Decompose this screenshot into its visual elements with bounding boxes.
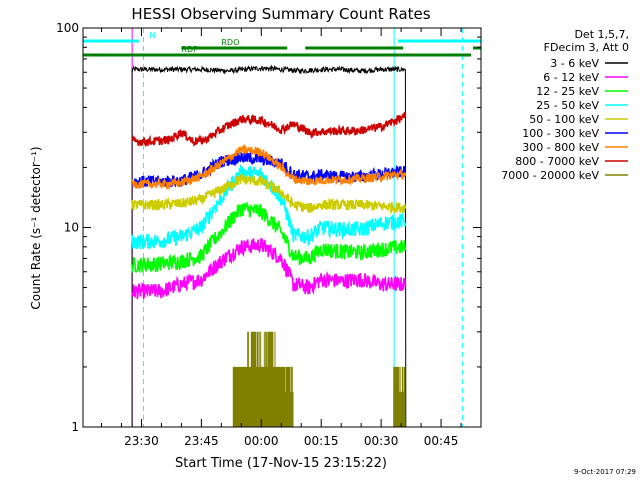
- legend-label: 7000 - 20000 keV: [501, 169, 599, 182]
- series-12-25kev: [131, 201, 407, 273]
- series-trace: [131, 64, 407, 428]
- legend-header-line: Det 1,5,7,: [574, 28, 629, 41]
- series-800-7000kev: [131, 111, 407, 148]
- legend-label: 100 - 300 keV: [522, 127, 599, 140]
- x-tick-label: 23:30: [124, 434, 159, 448]
- series-7000-20000kev: [232, 331, 405, 427]
- legend-label: 25 - 50 keV: [536, 99, 599, 112]
- chart-title: HESSI Observing Summary Count Rates: [131, 5, 430, 23]
- x-tick-label: 00:45: [424, 434, 459, 448]
- legend-label: 300 - 800 keV: [522, 141, 599, 154]
- y-axis-label: Count Rate (s⁻¹ detector⁻¹): [29, 146, 43, 309]
- series-50-100kev: [131, 172, 407, 215]
- legend-label: 3 - 6 keV: [550, 57, 599, 70]
- x-axis-label: Start Time (17-Nov-15 23:15:22): [175, 456, 387, 471]
- series-trace: [131, 201, 407, 273]
- x-tick-label: 00:15: [304, 434, 339, 448]
- series-6-12kev: [131, 238, 407, 300]
- x-tick-label: 23:45: [184, 434, 219, 448]
- series-25-50kev: [131, 164, 407, 250]
- series-trace: [232, 331, 405, 427]
- series-trace: [131, 143, 407, 191]
- flag-label-rdo: RDO: [221, 38, 239, 47]
- y-tick-label: 10: [64, 221, 79, 235]
- y-tick-label: 100: [56, 21, 79, 35]
- x-tick-label: 00:00: [244, 434, 279, 448]
- series-trace: [131, 164, 407, 250]
- series-300-800kev: [131, 143, 407, 191]
- series-trace: [131, 111, 407, 148]
- flag-label-rdp: RDP: [181, 45, 198, 54]
- legend-label: 6 - 12 keV: [543, 71, 599, 84]
- footer-timestamp: 9-Oct-2017 07:29: [574, 468, 636, 476]
- axes: 1 10 100 23:30 23:45 00:00 00:15 00:30 00:45: [56, 21, 482, 448]
- legend-label: 12 - 25 keV: [536, 85, 599, 98]
- legend-header-line: FDecim 3, Att 0: [544, 41, 629, 54]
- legend-label: 50 - 100 keV: [529, 113, 599, 126]
- y-tick-label: 1: [71, 420, 79, 434]
- flag-label-n: N: [149, 31, 155, 40]
- series-trace: [131, 172, 407, 215]
- x-tick-label: 00:30: [364, 434, 399, 448]
- series-trace: [131, 238, 407, 300]
- plot-area: N RDO RDP: [83, 28, 481, 428]
- series-3-6kev: [131, 64, 407, 428]
- legend-label: 800 - 7000 keV: [515, 155, 599, 168]
